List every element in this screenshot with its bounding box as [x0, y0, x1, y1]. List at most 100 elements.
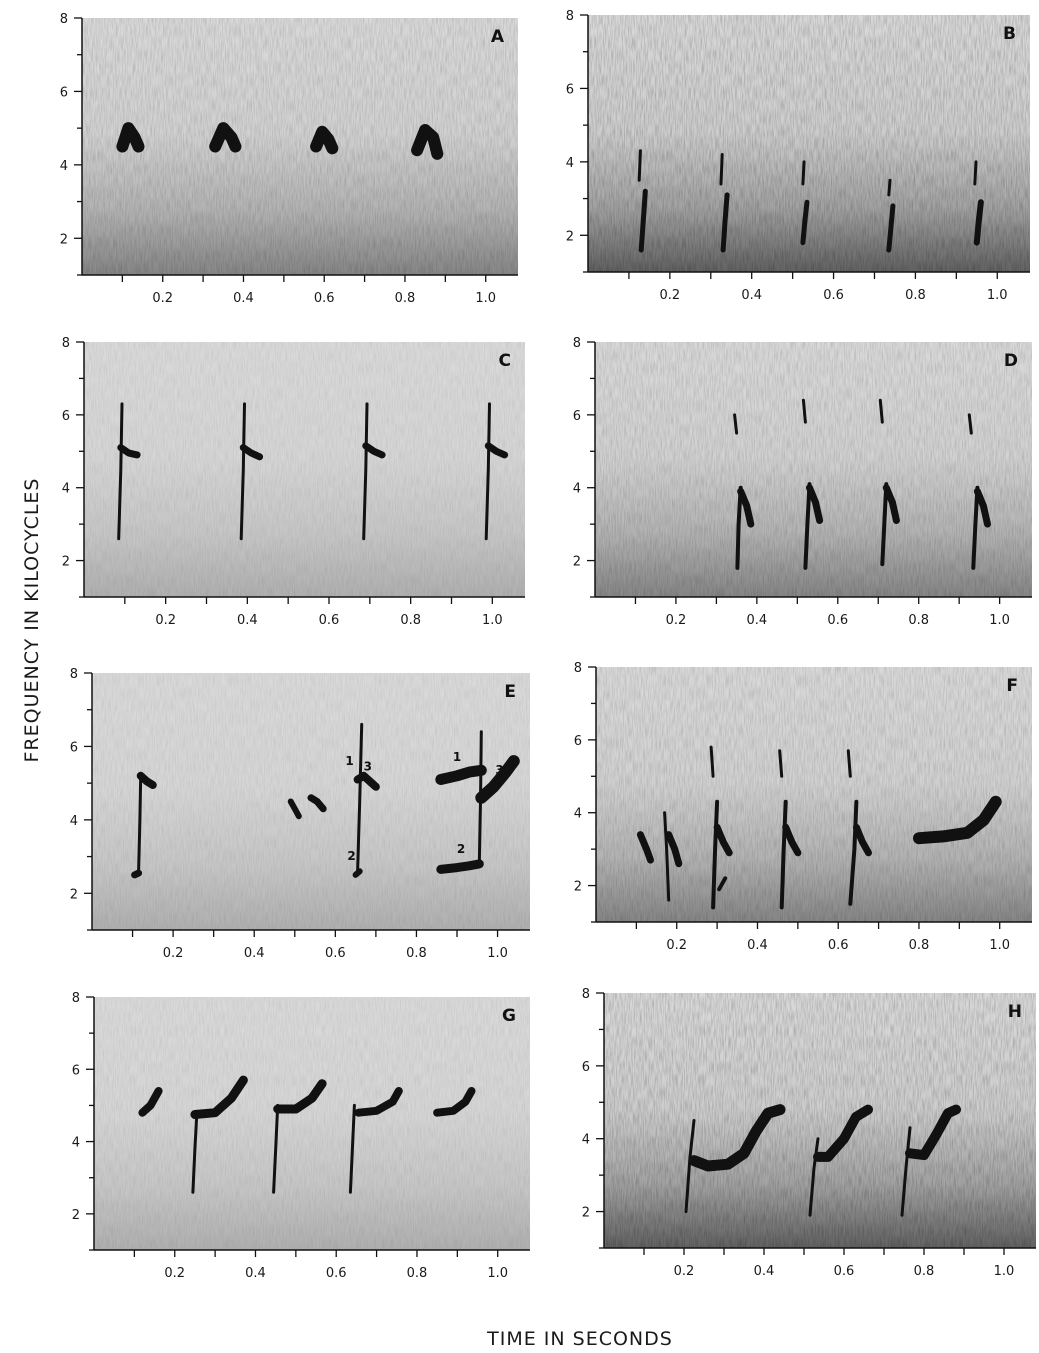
panel-b-y-tick-label: 8 — [566, 9, 574, 24]
panel-e-annotation: 2 — [457, 842, 465, 856]
panel-h-noise-band — [604, 993, 1036, 1248]
panel-c-x-tick-label: 1.0 — [482, 613, 503, 628]
panel-c-trace-7 — [484, 402, 491, 541]
panel-f-trace-1 — [636, 831, 654, 864]
panel-f-trace-6 — [713, 823, 733, 857]
panel-b-x-tick-label: 0.2 — [660, 288, 681, 303]
panel-a-x-tick-label: 0.8 — [395, 291, 416, 306]
panel-a-y-tick-label: 6 — [60, 85, 68, 100]
panel-b-trace-9 — [973, 160, 978, 186]
panel-b: 2 4 6 8 0.2 0.4 0.6 0.8 1.0 B — [566, 9, 1030, 303]
panel-a-y-tick-label: 4 — [60, 159, 68, 174]
panel-b-letter: B — [1003, 24, 1016, 44]
panel-d-noise-band — [595, 342, 1032, 597]
panel-e-trace-10 — [436, 859, 484, 874]
panel-d-trace-5 — [803, 482, 812, 570]
panel-e-trace-7 — [352, 868, 363, 878]
panel-d-trace-9 — [882, 484, 900, 524]
panel-c-trace-5 — [362, 402, 369, 541]
panel-g-trace-5 — [273, 1079, 327, 1114]
panel-a-y-tick-label: 8 — [60, 12, 68, 27]
panel-e-x-tick-label: 0.6 — [325, 946, 346, 961]
panel-d-y-tick-label: 8 — [573, 336, 581, 351]
panel-c-letter: C — [499, 351, 511, 371]
panel-b-x-tick-label: 0.8 — [905, 288, 926, 303]
panel-a-x-tick-label: 0.6 — [314, 291, 335, 306]
panel-a-trace-3 — [310, 125, 339, 155]
panel-e-trace-8 — [353, 771, 380, 791]
panel-b-trace-6 — [800, 199, 810, 246]
panel-e-trace-2 — [137, 774, 143, 873]
panel-h-trace-2 — [688, 1104, 786, 1172]
panel-g-trace-2 — [191, 1111, 199, 1194]
panel-e-trace-1 — [131, 869, 143, 879]
panel-f-y-tick-label: 4 — [574, 807, 582, 822]
panel-f-x-tick-label: 1.0 — [989, 938, 1010, 953]
panel-e-trace-6 — [356, 722, 364, 873]
panel-a-letter: A — [491, 27, 505, 47]
panel-c-noise-band — [84, 342, 525, 597]
panel-h-y-tick-label: 2 — [582, 1206, 590, 1221]
panel-b-y-tick-label: 4 — [566, 156, 574, 171]
panel-h: 2 4 6 8 0.2 0.4 0.6 0.8 1.0 H — [582, 987, 1036, 1279]
panel-e-trace-3 — [136, 771, 157, 789]
panel-b-noise-band — [588, 15, 1030, 272]
panel-h-trace-4 — [813, 1104, 873, 1162]
panel-g-trace-7 — [354, 1087, 403, 1117]
panel-g-y-tick-label: 8 — [72, 991, 80, 1006]
panel-d-x-tick-label: 0.4 — [747, 613, 768, 628]
panel-a-x-tick-label: 0.2 — [152, 291, 173, 306]
panel-c-x-tick-label: 0.8 — [400, 613, 421, 628]
panel-c: 2 4 6 8 0.2 0.4 0.6 0.8 1.0 C — [62, 336, 525, 628]
panel-d-trace-1 — [733, 413, 739, 435]
panel-f-trace-9 — [779, 799, 788, 910]
panel-a-x-tick-label: 0.4 — [233, 291, 254, 306]
panel-b-x-tick-label: 0.4 — [741, 288, 762, 303]
panel-c-trace-3 — [239, 402, 246, 541]
panel-g-x-tick-label: 0.8 — [407, 1266, 428, 1281]
panel-e-y-tick-label: 2 — [70, 887, 78, 902]
panel-f-trace-5 — [711, 799, 720, 910]
panel-g-x-tick-label: 0.6 — [326, 1266, 347, 1281]
panel-g-y-tick-label: 2 — [72, 1208, 80, 1223]
panel-f-trace-8 — [778, 749, 784, 778]
panel-e-x-tick-label: 0.2 — [163, 946, 184, 961]
panel-c-trace-8 — [484, 442, 509, 459]
panel-f-y-tick-label: 8 — [574, 661, 582, 676]
panel-e-y-tick-label: 8 — [70, 667, 78, 682]
panel-g-trace-6 — [348, 1103, 356, 1194]
panel-h-x-tick-label: 0.4 — [754, 1264, 775, 1279]
panel-g-letter: G — [502, 1006, 516, 1026]
panel-e-x-tick-label: 0.8 — [406, 946, 427, 961]
y-axis-label: FREQUENCY IN KILOCYCLES — [21, 478, 43, 763]
panel-c-x-tick-label: 0.2 — [155, 613, 176, 628]
panel-a-y-tick-label: 2 — [60, 232, 68, 247]
panel-h-y-tick-label: 8 — [582, 987, 590, 1002]
panel-f-trace-3 — [665, 831, 683, 868]
panel-f-x-tick-label: 0.2 — [666, 938, 687, 953]
panel-e-annotation: 2 — [347, 849, 355, 863]
panel-e-y-tick-label: 4 — [70, 814, 78, 829]
panel-c-trace-4 — [239, 444, 264, 461]
panel-d-y-tick-label: 2 — [573, 555, 581, 570]
panel-b-trace-3 — [719, 153, 724, 186]
panel-g-x-tick-label: 0.4 — [245, 1266, 266, 1281]
panel-h-letter: H — [1008, 1002, 1022, 1022]
panel-e-annotation: 3 — [495, 763, 503, 777]
panel-f-letter: F — [1006, 676, 1018, 696]
panel-e-annotation: 3 — [364, 759, 372, 773]
panel-e-annotation: 1 — [345, 754, 353, 768]
panel-f-trace-4 — [709, 745, 715, 778]
panel-f-x-tick-label: 0.4 — [747, 938, 768, 953]
panel-b-trace-4 — [720, 192, 730, 253]
panel-f-trace-13 — [852, 823, 872, 857]
panel-b-trace-1 — [637, 149, 642, 182]
panel-d-trace-4 — [801, 398, 807, 424]
panel-h-trace-5 — [900, 1126, 912, 1217]
panel-e-annotation: 1 — [453, 750, 461, 764]
panel-f-x-tick-label: 0.6 — [828, 938, 849, 953]
panel-g-x-tick-label: 1.0 — [487, 1266, 508, 1281]
panel-a-noise-band — [82, 18, 518, 275]
panel-d-x-tick-label: 0.6 — [827, 613, 848, 628]
